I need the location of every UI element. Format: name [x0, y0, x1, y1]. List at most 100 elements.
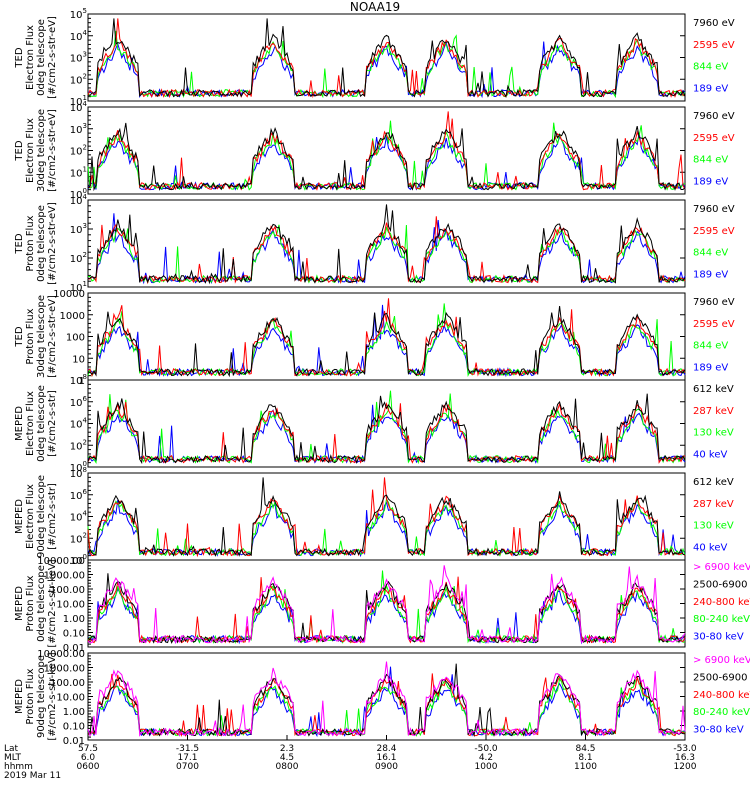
legend-entry: 30-80 keV — [693, 725, 744, 736]
y-tick-label: 1.00 — [63, 614, 85, 625]
series-trace — [87, 18, 686, 99]
y-tick-label: 104 — [70, 29, 88, 43]
y-tick-label: 103 — [70, 51, 87, 65]
legend-entry: 844 eV — [693, 341, 728, 352]
series-trace — [87, 390, 686, 465]
y-tick-label: 101 — [70, 165, 87, 179]
series-trace — [88, 673, 686, 738]
y-tick-label: 102 — [70, 251, 87, 265]
x-row-label: MLT — [4, 753, 22, 763]
legend-entry: 612 keV — [693, 384, 734, 395]
legend-entry: 189 eV — [693, 269, 728, 280]
y-tick-label: 102 — [70, 438, 87, 452]
legend-entry: 2595 eV — [693, 133, 735, 144]
legend-entry: 612 keV — [693, 477, 734, 488]
y-tick-label: 103 — [70, 122, 87, 136]
y-tick-label: 1000 — [60, 311, 85, 322]
panel-frame — [87, 199, 686, 288]
x-tick-label: 0600 — [77, 762, 100, 772]
y-tick-label: 100.00 — [50, 585, 85, 596]
y-tick-label: 102 — [70, 144, 87, 158]
series-trace — [87, 497, 686, 557]
y-tick-label: 10000 — [53, 289, 85, 300]
y-axis-label: TEDElectron Flux0deg telescope[#/cm2-s-s… — [14, 16, 58, 99]
chart-title: NOAA19 — [349, 0, 401, 14]
y-tick-label: 10000.00 — [37, 649, 85, 660]
legend-entry: 240-800 keV — [693, 597, 750, 608]
legend-entry: 287 keV — [693, 499, 734, 510]
y-tick-label: 10000.00 — [37, 556, 85, 567]
y-axis-label: MEPEDProton Flux0deg telescope[#/cm2-s-s… — [14, 559, 58, 647]
panel-frame — [87, 559, 686, 648]
y-tick-label: 10.00 — [56, 600, 85, 611]
x-tick-label: 1200 — [674, 762, 697, 772]
x-tick-label: 2.3 — [280, 744, 294, 754]
x-tick-label: 0700 — [176, 762, 199, 772]
series-trace — [87, 393, 686, 465]
legend-entry: 2500-6900 — [693, 672, 748, 683]
legend-entry: 80-240 keV — [693, 707, 750, 718]
legend-entry: 7960 eV — [693, 111, 735, 122]
x-date-label: 2019 Mar 11 — [4, 771, 61, 781]
x-tick-label: 84.5 — [575, 744, 595, 754]
y-axis-label: MEPEDProton Flux90deg telescope[#/cm2-s-… — [14, 652, 58, 740]
y-tick-label: 0.01 — [63, 643, 85, 654]
y-axis-label: TEDProton Flux30deg telescope[#/cm2-s-st… — [14, 295, 58, 378]
y-tick-label: 102 — [70, 72, 87, 86]
legend-entry: > 6900 keV — [693, 562, 750, 573]
legend-entry: 844 eV — [693, 248, 728, 259]
y-tick-label: 105 — [70, 7, 87, 21]
legend-entry: 30-80 keV — [693, 632, 744, 643]
legend-entry: 40 keV — [693, 542, 727, 553]
legend-entry: 40 keV — [693, 449, 727, 460]
panel-frame — [87, 13, 686, 102]
panel-frame — [87, 292, 686, 381]
series-trace — [87, 298, 686, 378]
x-row-label: hhmm — [4, 762, 33, 772]
series-trace — [87, 588, 686, 645]
x-tick-label: 17.1 — [177, 753, 197, 763]
series-trace — [87, 41, 686, 99]
series-trace — [87, 477, 686, 558]
legend-entry: 2595 eV — [693, 40, 735, 51]
x-tick-label: 4.5 — [280, 753, 294, 763]
x-tick-label: 0800 — [276, 762, 299, 772]
y-tick-label: 103 — [70, 222, 87, 236]
legend-entry: 2500-6900 — [693, 579, 748, 590]
legend-entry: 189 eV — [693, 83, 728, 94]
panel-7: 0.01 0.10 1.00 10.00 100.00 1000.00 10000.00ME… — [14, 556, 750, 654]
y-tick-label: 1.00 — [63, 707, 85, 718]
y-tick-label: 0.01 — [63, 736, 85, 747]
y-tick-label: 0.10 — [63, 629, 85, 640]
x-tick-label: -53.0 — [673, 744, 697, 754]
series-trace — [87, 120, 686, 191]
y-axis-label: TEDProton Flux0deg telescope[#/cm2-s-str… — [14, 202, 58, 285]
legend-entry: > 6900 keV — [693, 655, 750, 666]
y-tick-label: 10 — [72, 354, 85, 365]
panel-frame — [87, 379, 686, 468]
x-tick-label: 16.3 — [675, 753, 695, 763]
x-row-label: Lat — [4, 744, 19, 754]
legend-entry: 844 eV — [693, 155, 728, 166]
legend-entry: 130 keV — [693, 428, 734, 439]
y-tick-label: 104 — [70, 417, 88, 431]
x-tick-label: 28.4 — [376, 744, 396, 754]
legend-entry: 189 eV — [693, 362, 728, 373]
legend-entry: 80-240 keV — [693, 614, 750, 625]
legend-entry: 2595 eV — [693, 226, 735, 237]
y-axis-label: MEPEDElectron Flux0deg telescope[#/cm2-s… — [14, 385, 58, 462]
x-axis: 57.56.00600-31.517.107002.34.5080028.416… — [4, 735, 697, 781]
legend-entry: 287 keV — [693, 406, 734, 417]
series-trace — [87, 570, 686, 645]
x-tick-label: 16.1 — [376, 753, 396, 763]
x-tick-label: 1000 — [475, 762, 498, 772]
series-trace — [87, 565, 686, 645]
y-tick-label: 106 — [70, 395, 88, 409]
y-tick-label: 104 — [70, 100, 88, 114]
